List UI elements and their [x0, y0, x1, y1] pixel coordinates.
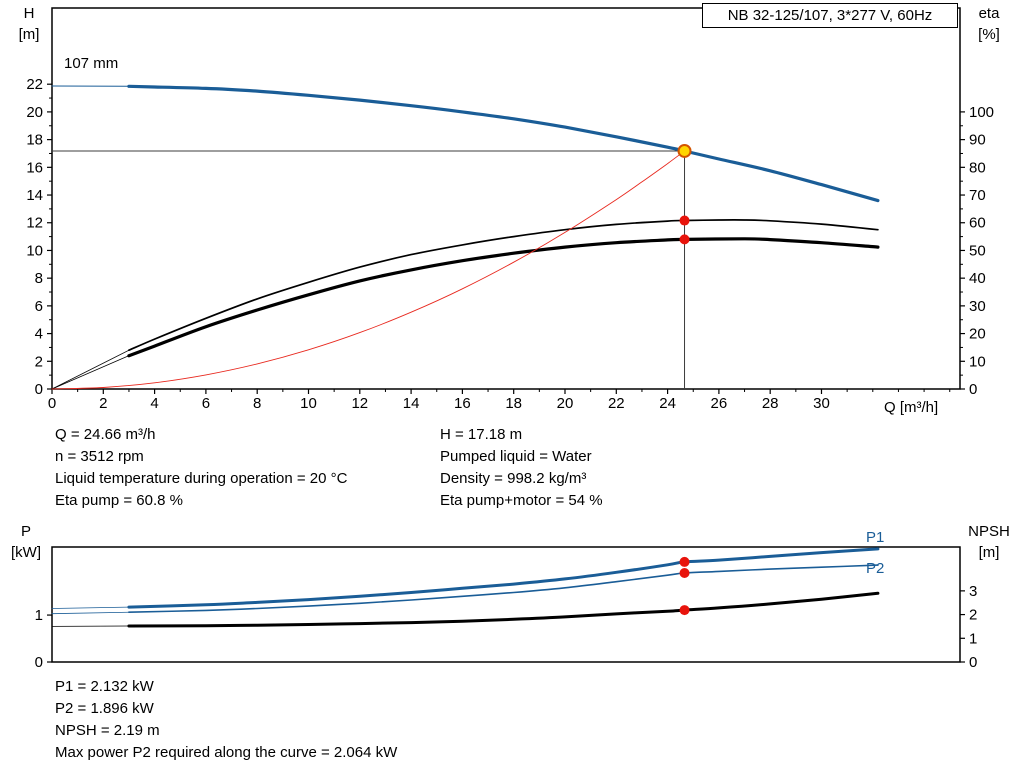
svg-text:100: 100: [969, 104, 994, 121]
power-axis-symbol: P: [20, 523, 31, 540]
svg-text:0: 0: [48, 395, 56, 412]
p1-curve-label: P1: [866, 529, 885, 546]
svg-text:6: 6: [35, 298, 43, 315]
svg-text:1: 1: [35, 607, 43, 624]
svg-text:10: 10: [300, 395, 317, 412]
operating-data-right: H = 17.18 m Pumped liquid = Water Densit…: [440, 424, 603, 512]
svg-text:60: 60: [969, 215, 986, 232]
svg-text:16: 16: [454, 395, 471, 412]
svg-text:22: 22: [26, 76, 43, 93]
npsh-axis-label: NPSH [m]: [958, 521, 1020, 563]
operating-data-left: Q = 24.66 m³/h n = 3512 rpm Liquid tempe…: [55, 424, 347, 512]
svg-text:14: 14: [26, 187, 43, 204]
svg-text:40: 40: [969, 270, 986, 287]
svg-text:90: 90: [969, 132, 986, 149]
p2-value: P2 = 1.896 kW: [55, 700, 154, 717]
pumped-liquid-value: Pumped liquid = Water: [440, 448, 592, 465]
svg-text:18: 18: [505, 395, 522, 412]
svg-text:0: 0: [35, 381, 43, 398]
svg-text:30: 30: [969, 298, 986, 315]
eta-axis-unit: [%]: [978, 26, 1000, 43]
svg-text:4: 4: [150, 395, 158, 412]
svg-text:6: 6: [202, 395, 210, 412]
result-data: P1 = 2.132 kW P2 = 1.896 kW NPSH = 2.19 …: [55, 676, 397, 764]
flow-axis-label: Q [m³/h]: [884, 399, 939, 416]
impeller-size-label: 107 mm: [64, 55, 119, 72]
svg-text:18: 18: [26, 132, 43, 149]
svg-text:70: 70: [969, 187, 986, 204]
svg-text:12: 12: [351, 395, 368, 412]
pump-model-box: NB 32-125/107, 3*277 V, 60Hz: [702, 3, 958, 28]
svg-text:24: 24: [659, 395, 676, 412]
svg-text:10: 10: [26, 242, 43, 259]
svg-text:2: 2: [969, 607, 977, 624]
svg-text:0: 0: [35, 654, 43, 671]
eta-pump-value: Eta pump = 60.8 %: [55, 492, 183, 509]
svg-text:1: 1: [969, 630, 977, 647]
svg-text:16: 16: [26, 159, 43, 176]
head-value: H = 17.18 m: [440, 426, 523, 443]
npsh-value: NPSH = 2.19 m: [55, 722, 160, 739]
liquid-temperature-value: Liquid temperature during operation = 20…: [55, 470, 348, 487]
svg-text:2: 2: [99, 395, 107, 412]
svg-text:14: 14: [403, 395, 420, 412]
npsh-axis-symbol: NPSH: [968, 523, 1010, 540]
svg-text:20: 20: [969, 326, 986, 343]
svg-text:28: 28: [762, 395, 779, 412]
npsh-axis-unit: [m]: [978, 544, 1000, 561]
pump-model-label: NB 32-125/107, 3*277 V, 60Hz: [727, 7, 933, 24]
svg-text:8: 8: [253, 395, 261, 412]
head-axis-label: H [m]: [6, 3, 52, 45]
svg-text:3: 3: [969, 583, 977, 600]
svg-text:20: 20: [557, 395, 574, 412]
svg-text:80: 80: [969, 159, 986, 176]
eta-axis-symbol: eta: [978, 5, 1000, 22]
svg-text:12: 12: [26, 215, 43, 232]
svg-text:20: 20: [26, 104, 43, 121]
svg-text:0: 0: [969, 654, 977, 671]
svg-text:2: 2: [35, 353, 43, 370]
head-axis-symbol: H: [23, 5, 35, 22]
svg-text:0: 0: [969, 381, 977, 398]
svg-text:10: 10: [969, 353, 986, 370]
max-power-value: Max power P2 required along the curve = …: [55, 744, 398, 761]
svg-text:50: 50: [969, 242, 986, 259]
svg-text:4: 4: [35, 326, 43, 343]
power-axis-label: P [kW]: [2, 521, 50, 563]
power-axis-unit: [kW]: [11, 544, 41, 561]
svg-text:22: 22: [608, 395, 625, 412]
svg-text:8: 8: [35, 270, 43, 287]
svg-text:30: 30: [813, 395, 830, 412]
density-value: Density = 998.2 kg/m³: [440, 470, 587, 487]
eta-pump-motor-value: Eta pump+motor = 54 %: [440, 492, 603, 509]
head-axis-unit: [m]: [18, 26, 40, 43]
svg-text:26: 26: [711, 395, 728, 412]
eta-axis-label: eta [%]: [962, 3, 1016, 45]
speed-value: n = 3512 rpm: [55, 448, 144, 465]
flow-value: Q = 24.66 m³/h: [55, 426, 156, 443]
p1-value: P1 = 2.132 kW: [55, 678, 154, 695]
p2-curve-label: P2: [866, 560, 885, 577]
